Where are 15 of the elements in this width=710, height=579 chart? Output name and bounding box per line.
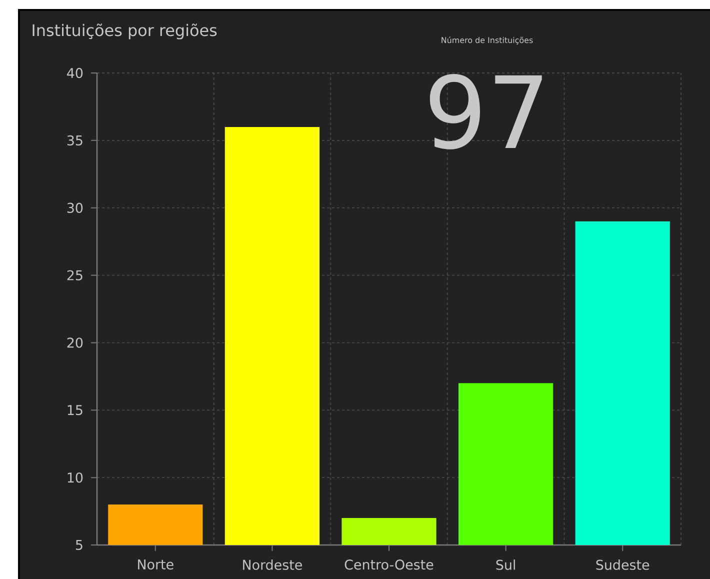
x-tick-label: Norte — [138, 560, 174, 570]
y-tick-label: 30 — [67, 202, 83, 213]
y-tick-label: 25 — [67, 270, 82, 280]
y-tick-label: 40 — [67, 68, 83, 78]
y-tick-label: 35 — [67, 135, 82, 146]
x-tick-label: Sul — [496, 560, 515, 570]
y-tick-label: 20 — [67, 338, 83, 348]
x-tick-label: Nordeste — [243, 560, 302, 570]
y-tick-label: 15 — [68, 405, 82, 416]
y-tick-label: 10 — [68, 472, 83, 483]
x-tick-label: Centro-Oeste — [344, 560, 434, 570]
x-tick-label: Sudeste — [596, 560, 650, 570]
chart-title: Instituições por regiões — [32, 24, 217, 40]
y-tick-label: 5 — [76, 540, 82, 550]
annotation: 97 — [430, 74, 542, 150]
